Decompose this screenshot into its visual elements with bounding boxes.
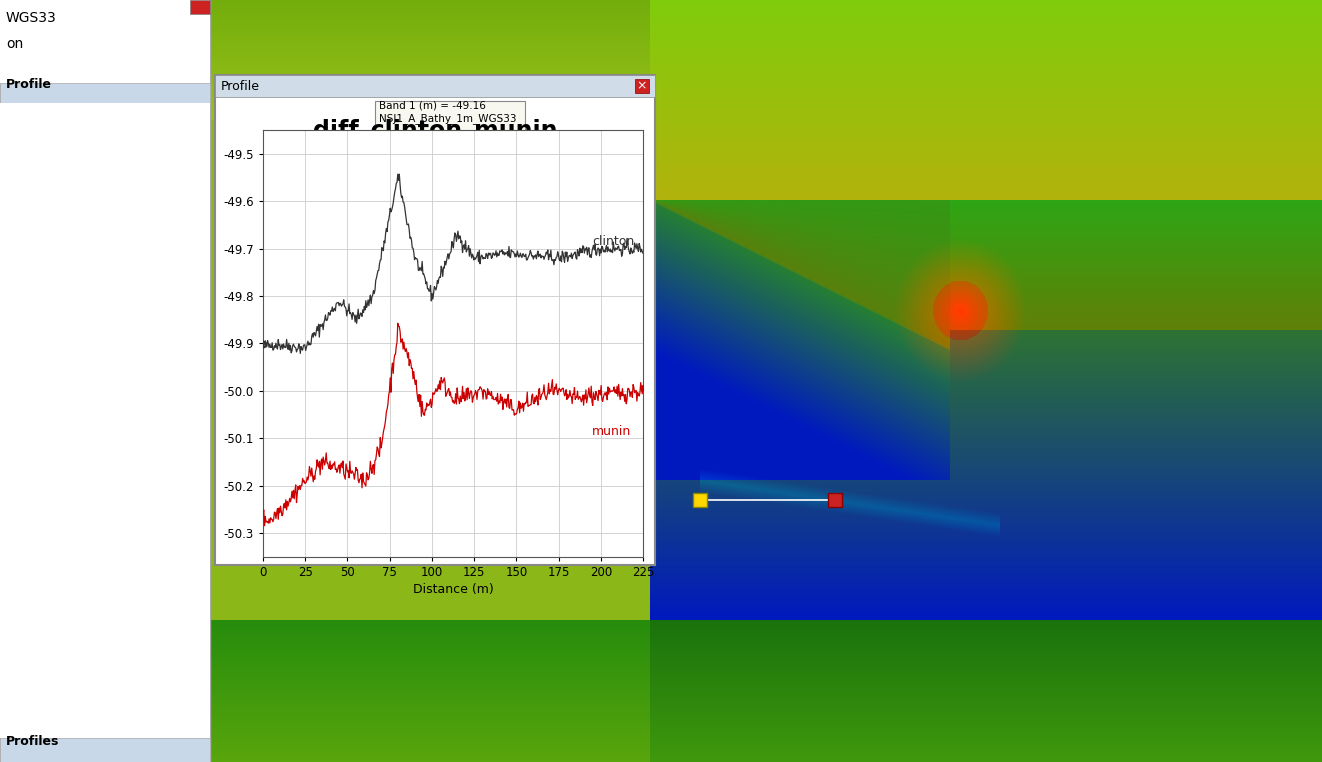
Text: munin: munin bbox=[592, 424, 632, 438]
Bar bbox=[375, 101, 525, 131]
X-axis label: Distance (m): Distance (m) bbox=[412, 583, 493, 596]
Bar bbox=[0, 0, 210, 83]
Text: Profile: Profile bbox=[7, 78, 52, 91]
Bar bbox=[0, 103, 210, 633]
Text: clinton: clinton bbox=[592, 235, 635, 248]
Text: Profile: Profile bbox=[221, 79, 260, 92]
Text: Band 1 (m) = -49.16: Band 1 (m) = -49.16 bbox=[379, 100, 486, 110]
Bar bbox=[215, 75, 654, 97]
Text: on: on bbox=[7, 37, 24, 51]
Bar bbox=[635, 79, 649, 93]
Text: ×: × bbox=[637, 79, 648, 92]
Bar bbox=[190, 0, 210, 14]
Bar bbox=[0, 83, 210, 103]
Bar bbox=[0, 0, 210, 762]
Bar bbox=[215, 75, 654, 565]
Text: NSJ1_A_Bathy_1m_WGS33: NSJ1_A_Bathy_1m_WGS33 bbox=[379, 113, 517, 124]
Bar bbox=[0, 738, 210, 762]
Text: diff_clinton_munin: diff_clinton_munin bbox=[313, 119, 558, 143]
Text: Profiles: Profiles bbox=[7, 735, 59, 748]
Bar bbox=[0, 633, 210, 738]
Text: WGS33: WGS33 bbox=[7, 11, 57, 25]
Bar bbox=[828, 493, 842, 507]
Bar bbox=[693, 493, 707, 507]
